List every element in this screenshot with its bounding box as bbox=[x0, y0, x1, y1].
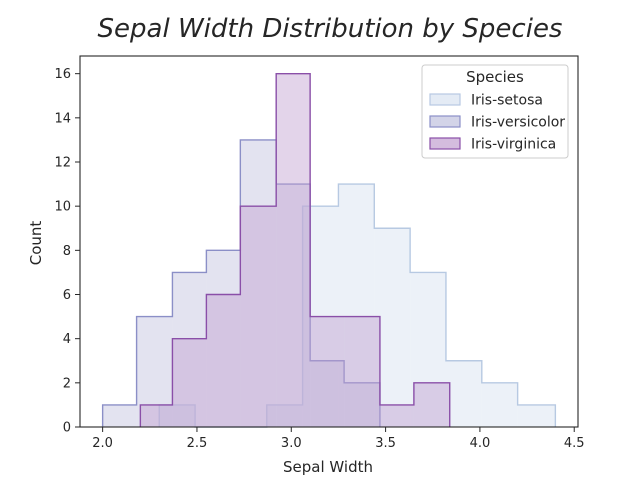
bar-iris-virginica-6 bbox=[344, 316, 380, 427]
legend-title: Species bbox=[466, 68, 524, 86]
x-tick-label: 3.0 bbox=[281, 436, 302, 451]
axes-group: 2.0 2.5 3.0 3.5 4.0 4.5 0 2 4 6 8 10 12 14 16 bbox=[54, 55, 585, 451]
bar-iris-setosa-7 bbox=[410, 272, 446, 427]
step-outline-iris-virginica bbox=[139, 72, 451, 427]
bar-iris-versicolor-5 bbox=[276, 184, 311, 427]
bar-iris-virginica-2 bbox=[206, 294, 241, 427]
legend-swatch-iris-setosa bbox=[429, 93, 461, 106]
bar-iris-virginica-5 bbox=[310, 316, 345, 427]
bar-iris-versicolor-7 bbox=[344, 382, 380, 427]
plot-frame bbox=[79, 55, 579, 428]
legend-label-iris-versicolor: Iris-versicolor bbox=[471, 115, 565, 131]
x-tick-label: 2.5 bbox=[187, 436, 208, 451]
y-tick-label: 6 bbox=[63, 288, 71, 303]
histogram-series-group bbox=[101, 72, 557, 428]
bar-iris-versicolor-1 bbox=[136, 316, 173, 427]
legend-swatch-iris-versicolor bbox=[429, 115, 461, 128]
y-tick-label: 14 bbox=[54, 111, 71, 126]
legend-frame bbox=[421, 64, 569, 159]
series-iris-versicolor bbox=[101, 139, 381, 427]
bar-iris-setosa-10 bbox=[517, 404, 556, 427]
y-tick-label: 0 bbox=[63, 421, 71, 436]
bar-iris-virginica-4 bbox=[276, 73, 311, 428]
step-outline-iris-versicolor bbox=[101, 139, 381, 427]
bar-iris-setosa-0 bbox=[159, 404, 196, 427]
y-tick-label: 8 bbox=[63, 244, 71, 259]
y-tick-label: 12 bbox=[54, 156, 71, 171]
legend-swatch-iris-virginica bbox=[429, 137, 461, 150]
bar-iris-virginica-1 bbox=[172, 338, 207, 427]
legend-label-iris-setosa: Iris-setosa bbox=[471, 93, 543, 109]
bar-iris-versicolor-4 bbox=[240, 139, 277, 427]
bar-iris-versicolor-0 bbox=[102, 404, 137, 427]
x-tick-label: 4.0 bbox=[470, 436, 491, 451]
bar-iris-virginica-7 bbox=[379, 404, 414, 427]
x-tick-label: 3.5 bbox=[375, 436, 396, 451]
x-tick-label: 4.5 bbox=[564, 436, 585, 451]
bar-iris-virginica-8 bbox=[413, 382, 450, 427]
bar-iris-virginica-0 bbox=[140, 404, 173, 427]
bar-iris-virginica-3 bbox=[240, 206, 277, 427]
bar-iris-versicolor-3 bbox=[206, 250, 241, 427]
y-tick-label: 4 bbox=[63, 332, 71, 347]
legend: Species Iris-setosa Iris-versicolor Iris-v… bbox=[421, 64, 569, 159]
chart-title: Sepal Width Distribution by Species bbox=[98, 14, 563, 44]
y-tick-label: 16 bbox=[54, 67, 71, 82]
bar-iris-versicolor-6 bbox=[310, 360, 345, 427]
bar-iris-setosa-5 bbox=[338, 184, 375, 427]
y-tick-label: 10 bbox=[54, 200, 71, 215]
y-axis-label: Count bbox=[27, 221, 45, 266]
y-tick-label: 2 bbox=[63, 376, 71, 391]
series-iris-virginica bbox=[139, 72, 451, 428]
bar-iris-setosa-9 bbox=[481, 382, 518, 427]
bar-iris-setosa-3 bbox=[266, 404, 303, 427]
legend-label-iris-virginica: Iris-virginica bbox=[471, 137, 556, 153]
bar-iris-setosa-8 bbox=[445, 360, 482, 427]
x-axis-label: Sepal Width bbox=[283, 458, 373, 476]
x-tick-label: 2.0 bbox=[92, 436, 113, 451]
bar-iris-versicolor-2 bbox=[172, 272, 207, 427]
